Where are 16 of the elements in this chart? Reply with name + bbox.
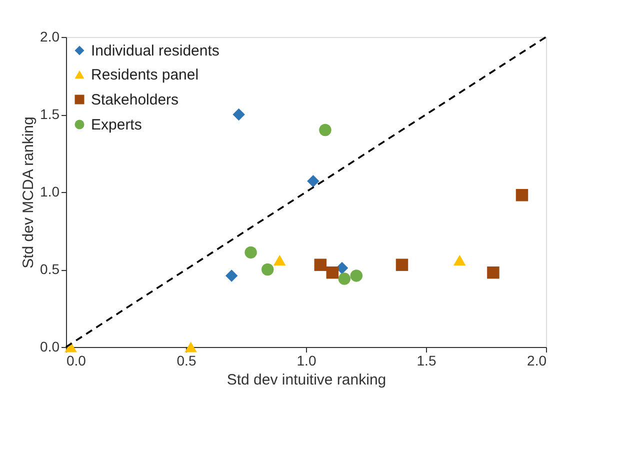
x-tick-label: 1.0 [296, 352, 316, 368]
x-tick-label: 0.5 [176, 352, 196, 368]
legend-label: Residents panel [91, 66, 199, 84]
y-tick-label: 1.0 [40, 184, 60, 200]
y-tick-label: 2.0 [40, 28, 60, 44]
x-axis-title: Std dev intuitive ranking [226, 372, 386, 388]
legend-label: Experts [91, 116, 142, 134]
y-axis-title: Std dev MCDA ranking [20, 116, 38, 268]
x-tick-label: 0.0 [66, 352, 86, 368]
x-tick-label: 1.5 [416, 352, 436, 368]
y-tick-label: 1.5 [40, 106, 60, 122]
x-tick-label: 2.0 [527, 352, 547, 368]
y-tick-label: 0.0 [40, 338, 60, 354]
legend-label: Individual residents [91, 42, 220, 60]
legend-label: Stakeholders [91, 92, 179, 108]
y-tick-label: 0.5 [40, 261, 60, 277]
